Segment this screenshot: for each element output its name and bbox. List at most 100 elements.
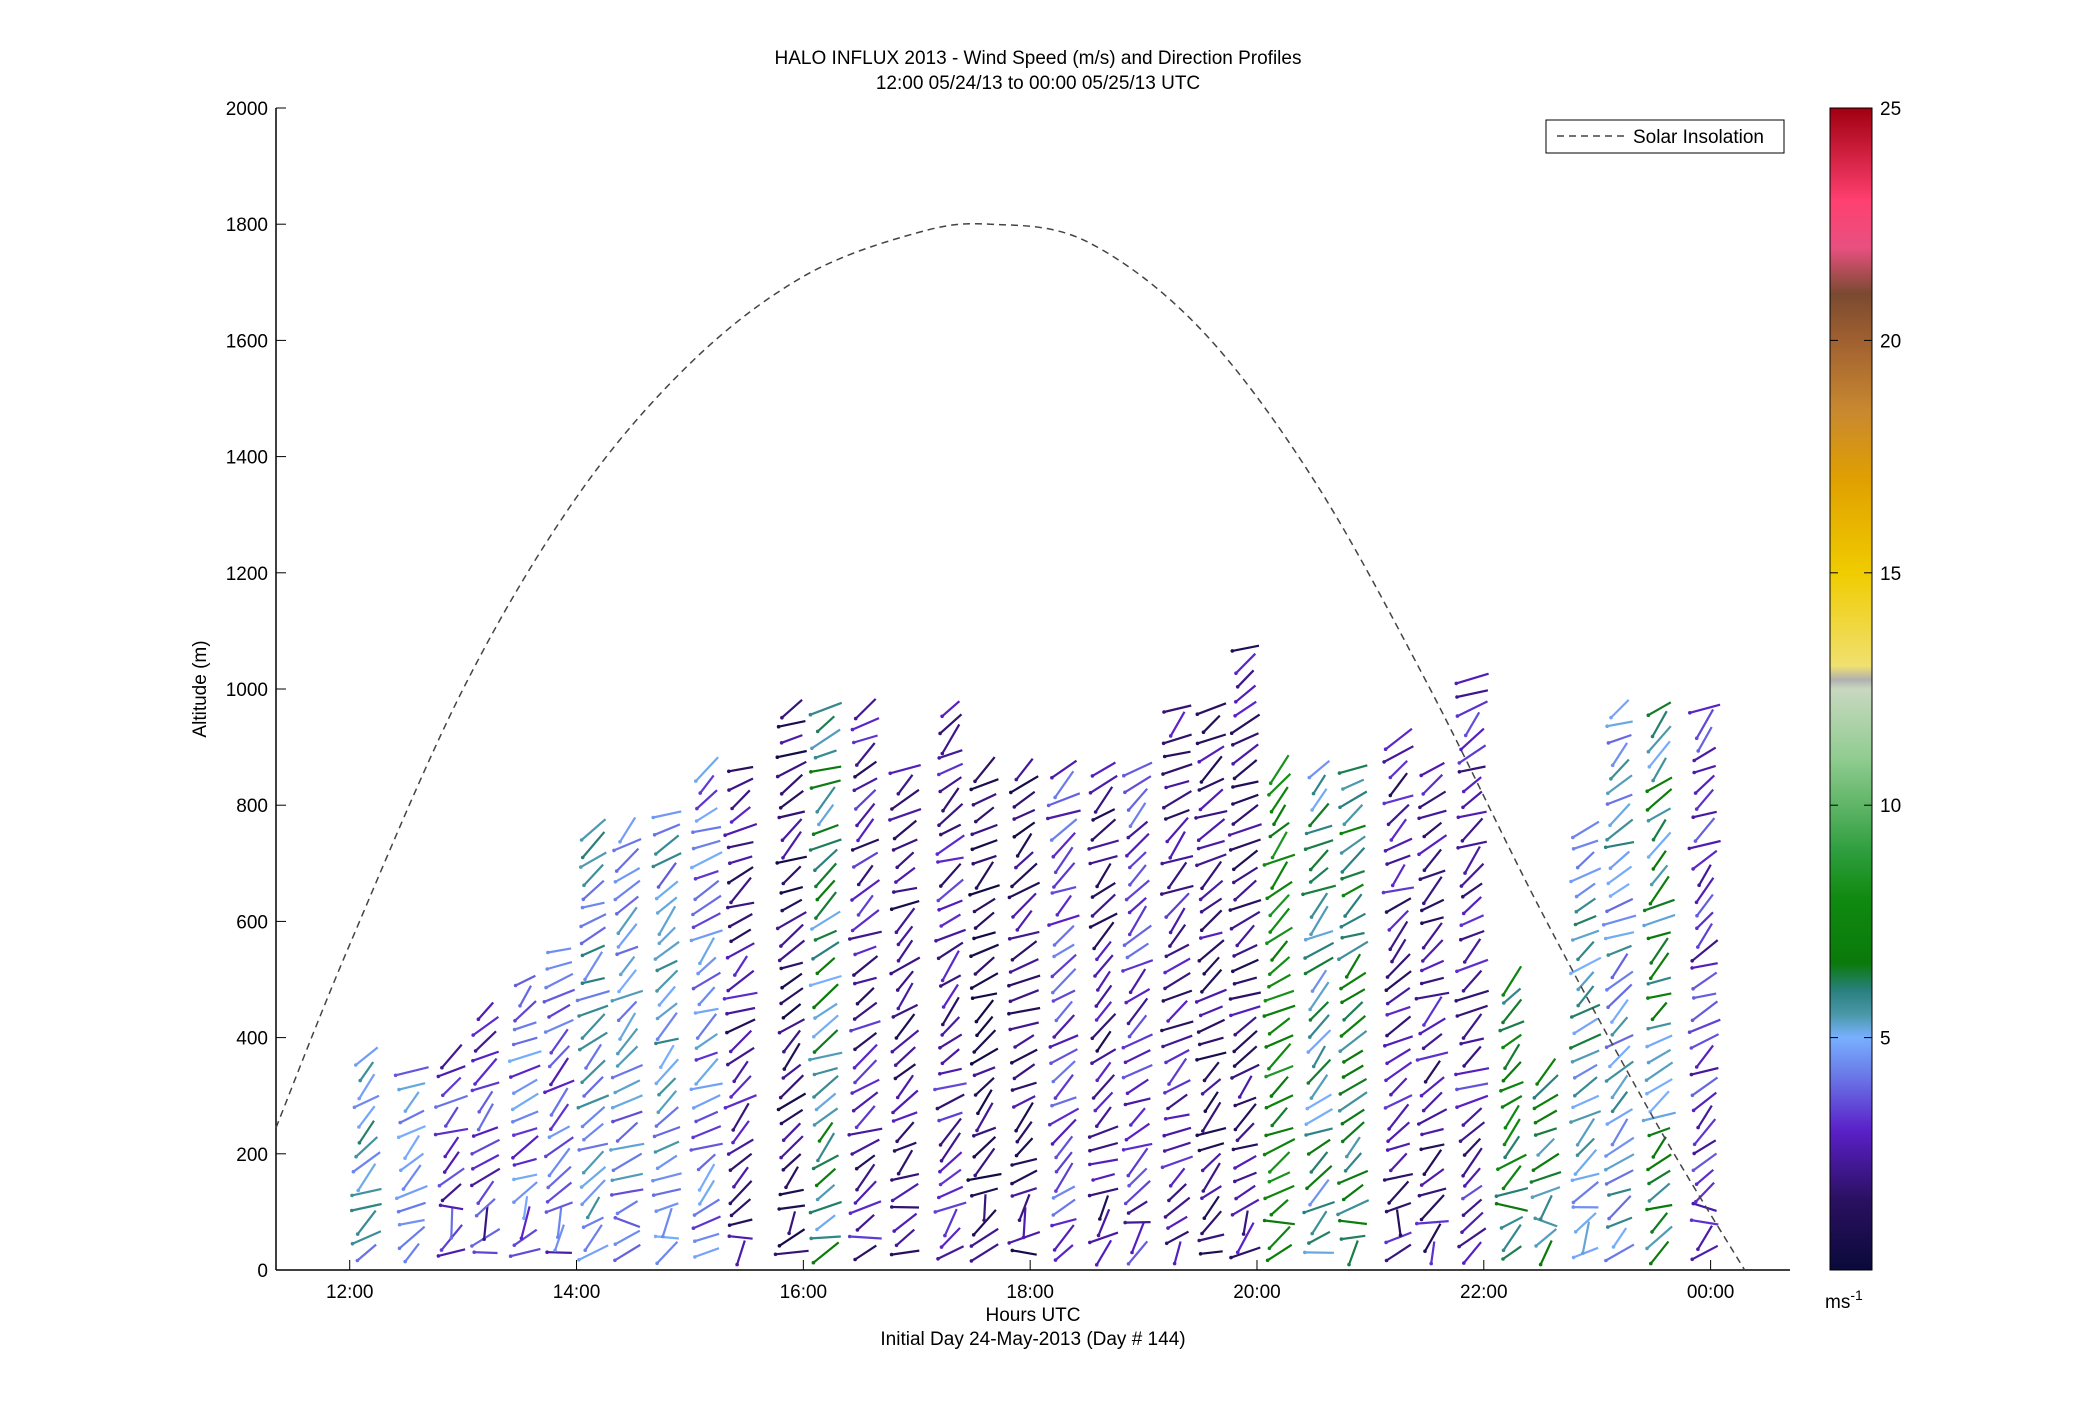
wind-vector [1270, 1075, 1289, 1097]
wind-vector [1385, 1243, 1412, 1262]
wind-vector-head [1197, 788, 1202, 792]
wind-vector-head [778, 806, 783, 810]
wind-vector [1608, 1195, 1632, 1220]
wind-vector-head [1198, 807, 1203, 812]
wind-vector [1534, 1109, 1558, 1124]
wind-vector [1695, 877, 1715, 903]
wind-vector-head [1088, 1162, 1092, 1167]
wind-vector-head [970, 996, 975, 1000]
wind-vector [616, 1027, 639, 1055]
wind-vector [1127, 820, 1149, 839]
wind-vector [1311, 969, 1328, 992]
wind-vector-head [691, 925, 696, 930]
wind-vector-head [1421, 1046, 1426, 1051]
wind-vector-head [1605, 988, 1609, 992]
wind-vector-head [808, 983, 813, 988]
wind-vector [1011, 1187, 1038, 1198]
wind-vector-head [1642, 923, 1646, 928]
wind-vector-head [726, 1062, 730, 1067]
wind-vector [435, 1094, 468, 1109]
wind-vector-head [1196, 1030, 1201, 1034]
wind-vector-head [726, 845, 731, 850]
wind-vector [699, 774, 715, 794]
wind-vector [813, 1074, 839, 1098]
wind-vector-head [1128, 865, 1132, 870]
wind-vector-head [543, 1090, 547, 1095]
wind-vector [1048, 792, 1081, 807]
wind-vector-head [1385, 1013, 1389, 1017]
wind-vector [1533, 1074, 1559, 1099]
wind-vector-head [1264, 1105, 1269, 1110]
wind-vector [940, 974, 962, 987]
wind-vector [580, 1166, 607, 1188]
wind-vector-head [849, 1028, 853, 1033]
wind-vector-head [943, 1233, 947, 1238]
wind-vector-head [892, 1149, 897, 1153]
wind-vector-head [696, 971, 700, 976]
wind-vector [1455, 672, 1489, 685]
wind-vector-head [892, 1229, 896, 1233]
wind-vector [1697, 1105, 1713, 1129]
wind-vector-head [891, 848, 896, 852]
wind-vector-head [940, 751, 945, 756]
wind-vector [1312, 1045, 1326, 1067]
wind-vector [1014, 1034, 1035, 1048]
wind-vector [1608, 1188, 1632, 1197]
wind-vector [1391, 938, 1407, 963]
wind-vector-head [357, 1096, 362, 1101]
wind-vector-head [1053, 1096, 1058, 1100]
wind-vector [548, 1125, 571, 1139]
wind-vector-head [780, 985, 784, 990]
wind-vector [1386, 854, 1411, 866]
wind-vector [1649, 875, 1670, 905]
wind-vector-head [815, 897, 820, 902]
wind-vector [1343, 804, 1364, 825]
wind-vector-head [1462, 1064, 1466, 1068]
wind-vector-head [782, 1049, 786, 1054]
wind-vector [1199, 788, 1224, 811]
wind-vector [1388, 909, 1409, 931]
wind-vector [614, 1079, 641, 1094]
wind-vector-head [1128, 824, 1133, 828]
wind-vector-head [1460, 1230, 1464, 1234]
wind-vector [974, 911, 995, 929]
wind-vector [1122, 1033, 1153, 1049]
wind-vector-head [482, 1237, 486, 1241]
wind-vector-head [1694, 807, 1699, 811]
wind-vector-head [1195, 741, 1200, 746]
wind-vector [1341, 1121, 1365, 1143]
wind-vector-head [1415, 1058, 1420, 1062]
wind-vector [733, 1060, 749, 1082]
wind-vector-head [580, 1124, 585, 1129]
wind-vector-head [969, 954, 973, 958]
wind-vector [1230, 910, 1261, 930]
wind-vector-head [1645, 789, 1649, 793]
wind-vector-head [1123, 1060, 1128, 1065]
wind-vector-head [1202, 1078, 1207, 1083]
wind-vector [1337, 1199, 1370, 1216]
wind-vector [546, 1181, 573, 1203]
wind-vector [1164, 971, 1191, 990]
wind-vector [1089, 1231, 1119, 1244]
wind-vector-head [1689, 1072, 1694, 1077]
wind-vector-head [476, 1201, 481, 1205]
wind-vector-head [1341, 787, 1345, 791]
wind-vector [1339, 1030, 1368, 1053]
wind-vector [1269, 956, 1291, 976]
wind-vector [1647, 701, 1672, 717]
wind-vector [810, 765, 842, 773]
wind-vector [1694, 774, 1716, 794]
wind-vector-head [1461, 789, 1466, 794]
wind-vector-head [1463, 733, 1468, 738]
wind-vector-head [1571, 1105, 1575, 1110]
wind-vector-head [892, 890, 896, 894]
wind-vector [815, 1092, 837, 1111]
wind-vector-head [1269, 1212, 1274, 1217]
wind-vector-head [1651, 867, 1656, 871]
wind-vector [1265, 989, 1295, 1002]
wind-vector-head [1571, 1205, 1576, 1209]
wind-vector-head [850, 848, 855, 852]
wind-vector [544, 1079, 575, 1094]
wind-vector-head [1126, 835, 1131, 840]
wind-vector-head [579, 941, 584, 946]
